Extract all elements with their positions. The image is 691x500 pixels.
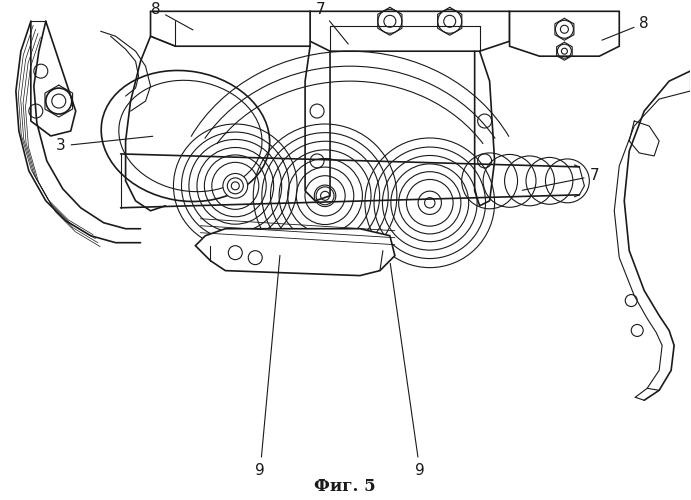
Text: 8: 8	[151, 2, 193, 30]
Text: 9: 9	[390, 264, 425, 478]
Circle shape	[418, 191, 442, 214]
Circle shape	[314, 185, 336, 206]
Polygon shape	[151, 12, 310, 46]
Text: Фиг. 5: Фиг. 5	[314, 478, 376, 494]
Polygon shape	[509, 12, 619, 56]
Text: 7: 7	[522, 168, 599, 190]
Circle shape	[316, 187, 334, 205]
Circle shape	[223, 174, 247, 198]
Circle shape	[227, 178, 243, 194]
Text: 3: 3	[56, 136, 153, 154]
Text: 7: 7	[315, 2, 348, 44]
Polygon shape	[196, 228, 395, 276]
Polygon shape	[310, 12, 509, 51]
Text: 9: 9	[256, 256, 280, 478]
Ellipse shape	[101, 70, 269, 202]
Text: 8: 8	[602, 16, 649, 40]
